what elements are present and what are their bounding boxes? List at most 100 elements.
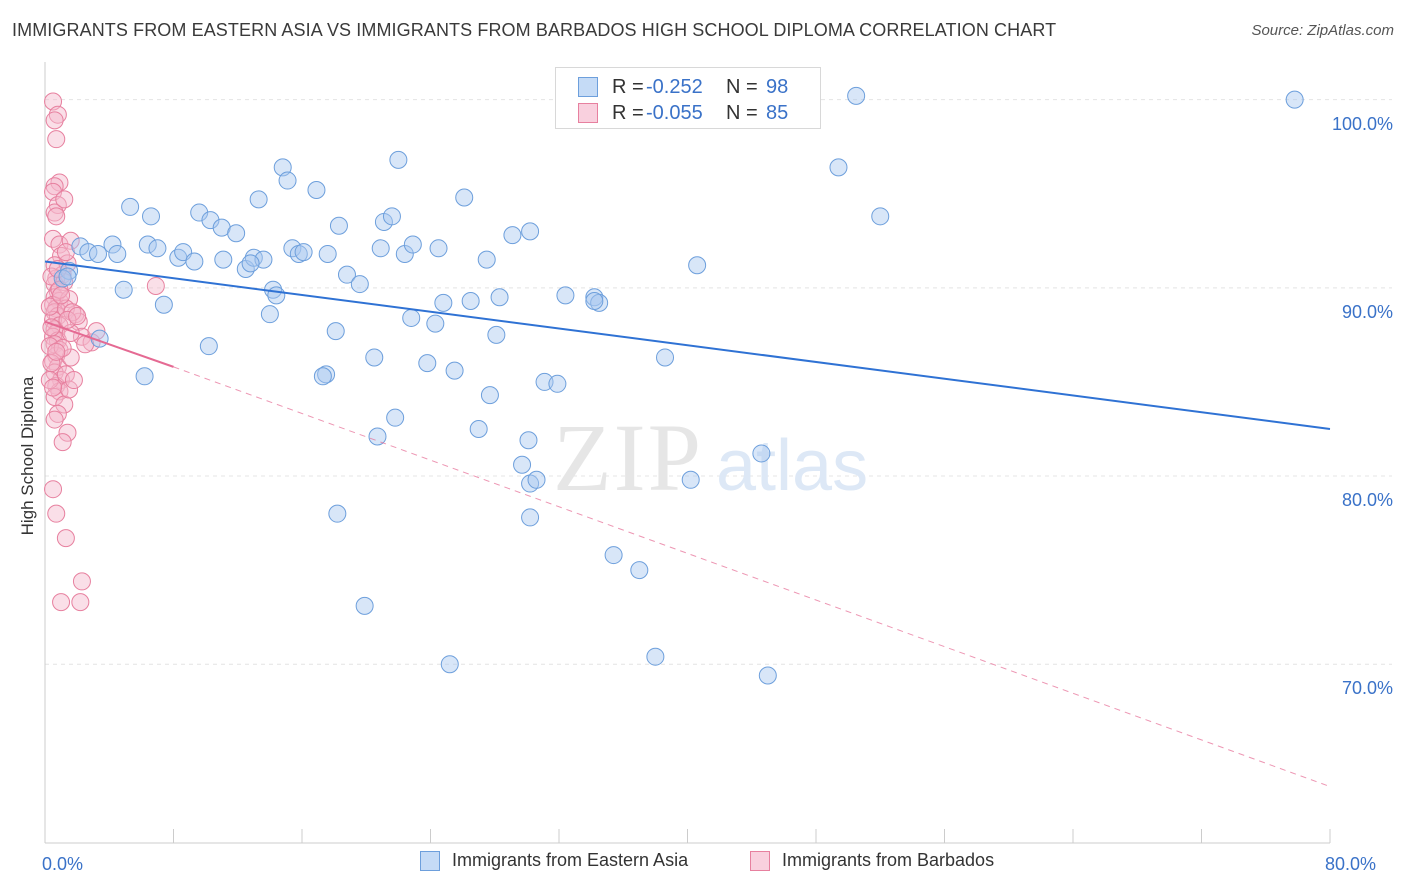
stats-row-eastern-asia: R = -0.252 N = 98 xyxy=(578,74,788,100)
point-barbados xyxy=(47,207,66,226)
point-eastern-asia xyxy=(371,239,390,258)
point-eastern-asia xyxy=(477,250,496,269)
point-eastern-asia xyxy=(681,470,700,489)
point-eastern-asia xyxy=(214,250,233,269)
point-eastern-asia xyxy=(294,243,313,262)
point-barbados xyxy=(52,593,71,612)
r-label: R = xyxy=(612,75,644,98)
point-eastern-asia xyxy=(148,239,167,258)
x-tick-min: 0.0% xyxy=(42,854,84,874)
point-eastern-asia xyxy=(758,666,777,685)
legend-swatch-pink xyxy=(578,103,598,123)
point-eastern-asia xyxy=(249,190,268,209)
series-barbados xyxy=(40,92,165,612)
legend-item-eastern-asia[interactable]: Immigrants from Eastern Asia xyxy=(420,850,688,871)
point-eastern-asia xyxy=(480,386,499,405)
y-tick-label: 80.0% xyxy=(1341,490,1393,511)
stats-legend: R = -0.252 N = 98 R = -0.055 N = 85 xyxy=(555,67,821,129)
point-barbados xyxy=(48,260,67,279)
point-eastern-asia xyxy=(513,455,532,474)
point-eastern-asia xyxy=(241,254,260,273)
point-barbados xyxy=(47,130,66,149)
y-tick-label: 90.0% xyxy=(1341,301,1393,322)
point-eastern-asia xyxy=(418,354,437,373)
x-tick-max: 80.0% xyxy=(1325,854,1377,874)
point-barbados xyxy=(53,433,72,452)
point-eastern-asia xyxy=(267,286,286,305)
chart-title: IMMIGRANTS FROM EASTERN ASIA VS IMMIGRAN… xyxy=(12,20,1057,40)
point-eastern-asia xyxy=(278,171,297,190)
point-barbados xyxy=(47,342,66,361)
point-barbados xyxy=(45,410,64,429)
point-barbados xyxy=(71,593,90,612)
point-eastern-asia xyxy=(368,427,387,446)
watermark-atlas: atlas xyxy=(716,426,868,506)
point-barbados xyxy=(60,380,79,399)
point-eastern-asia xyxy=(519,431,538,450)
point-eastern-asia xyxy=(461,292,480,311)
point-barbados xyxy=(146,276,165,295)
point-barbados xyxy=(58,310,77,329)
point-barbados xyxy=(55,190,74,209)
point-eastern-asia xyxy=(503,226,522,245)
point-eastern-asia xyxy=(201,211,220,230)
point-eastern-asia xyxy=(604,546,623,565)
point-eastern-asia xyxy=(847,86,866,105)
legend-swatch-pink xyxy=(750,850,770,871)
point-eastern-asia xyxy=(490,288,509,307)
watermark: ZIP atlas xyxy=(553,404,868,511)
trend-line-barbados-extension xyxy=(173,366,1331,788)
legend-swatch-blue xyxy=(578,77,598,97)
point-eastern-asia xyxy=(403,235,422,254)
point-barbados xyxy=(58,423,77,442)
point-eastern-asia xyxy=(135,367,154,386)
point-eastern-asia xyxy=(527,470,546,489)
point-eastern-asia xyxy=(521,508,540,527)
point-eastern-asia xyxy=(121,197,140,216)
point-eastern-asia xyxy=(326,322,345,341)
point-eastern-asia xyxy=(752,444,771,463)
r-value: -0.055 xyxy=(646,101,703,124)
grid-lines xyxy=(45,99,1392,665)
point-eastern-asia xyxy=(154,295,173,314)
point-eastern-asia xyxy=(350,275,369,294)
point-eastern-asia xyxy=(318,244,337,263)
point-barbados xyxy=(44,480,63,499)
point-barbados xyxy=(56,529,75,548)
point-eastern-asia xyxy=(429,239,448,258)
series-legend: Immigrants from Eastern Asia Immigrants … xyxy=(0,850,1406,878)
point-eastern-asia xyxy=(382,207,401,226)
point-eastern-asia xyxy=(227,224,246,243)
point-eastern-asia xyxy=(389,150,408,169)
r-value: -0.252 xyxy=(646,75,703,98)
point-eastern-asia xyxy=(1285,90,1304,109)
point-eastern-asia xyxy=(386,408,405,427)
legend-swatch-blue xyxy=(420,850,440,871)
point-eastern-asia xyxy=(656,348,675,367)
point-barbados xyxy=(64,371,83,390)
series-eastern-asia xyxy=(53,68,1304,685)
point-eastern-asia xyxy=(185,252,204,271)
point-eastern-asia xyxy=(585,292,604,311)
point-eastern-asia xyxy=(142,207,161,226)
point-eastern-asia xyxy=(108,244,127,263)
r-label: R = xyxy=(612,101,644,124)
point-eastern-asia xyxy=(365,348,384,367)
point-eastern-asia xyxy=(434,293,453,312)
point-eastern-asia xyxy=(307,180,326,199)
point-eastern-asia xyxy=(646,647,665,666)
point-eastern-asia xyxy=(445,361,464,380)
point-eastern-asia xyxy=(58,267,77,286)
point-barbados xyxy=(47,504,66,523)
legend-item-barbados[interactable]: Immigrants from Barbados xyxy=(750,850,994,871)
y-tick-label: 100.0% xyxy=(1331,113,1393,134)
point-eastern-asia xyxy=(317,365,336,384)
legend-label: Immigrants from Barbados xyxy=(782,850,995,870)
y-axis-label: High School Diploma xyxy=(18,376,37,536)
axes xyxy=(44,62,1331,844)
point-eastern-asia xyxy=(556,286,575,305)
y-tick-label: 70.0% xyxy=(1341,678,1393,699)
point-eastern-asia xyxy=(190,203,209,222)
point-eastern-asia xyxy=(455,188,474,207)
point-eastern-asia xyxy=(521,222,540,241)
